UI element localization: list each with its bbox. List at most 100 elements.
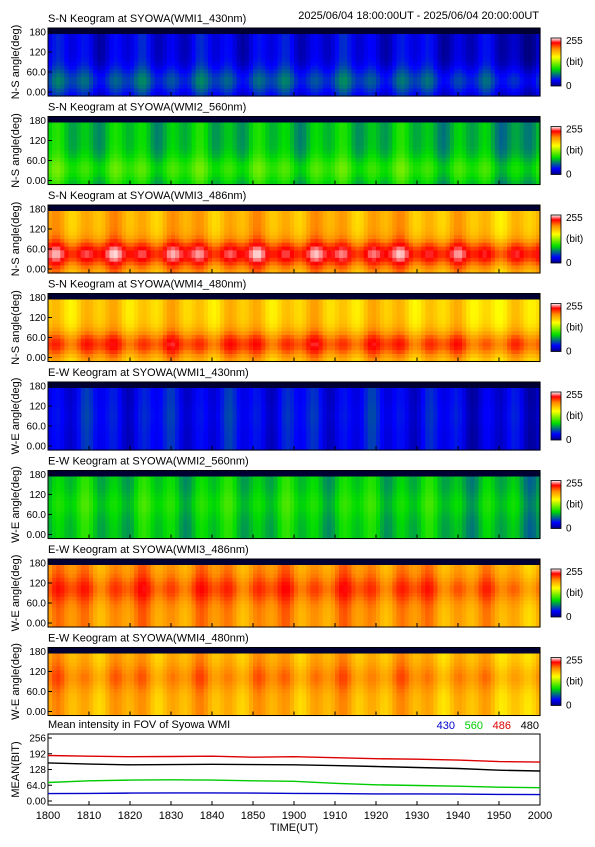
keogram-cell bbox=[425, 70, 430, 74]
keogram-cell bbox=[60, 162, 65, 166]
keogram-cell bbox=[52, 258, 57, 262]
keogram-cell bbox=[228, 124, 233, 128]
keogram-cell bbox=[454, 162, 459, 166]
keogram-cell bbox=[97, 224, 102, 228]
keogram-cell bbox=[237, 166, 242, 170]
keogram-cell bbox=[233, 139, 238, 143]
keogram-cell bbox=[134, 39, 139, 43]
keogram-cell bbox=[60, 73, 65, 77]
keogram-cell bbox=[163, 166, 168, 170]
keogram-cell bbox=[253, 70, 258, 74]
keogram-cell bbox=[319, 158, 324, 162]
keogram-cell bbox=[105, 216, 110, 220]
keogram-cell bbox=[474, 139, 479, 143]
keogram-cell bbox=[479, 169, 484, 173]
keogram-cell bbox=[286, 135, 291, 139]
keogram-cell bbox=[315, 88, 320, 92]
keogram-cell bbox=[257, 51, 262, 55]
keogram-cell bbox=[360, 124, 365, 128]
keogram-cell bbox=[507, 173, 512, 177]
keogram-cell bbox=[179, 43, 184, 47]
keogram-cell bbox=[101, 151, 106, 155]
keogram-cell bbox=[343, 81, 348, 85]
keogram-cell bbox=[347, 143, 352, 147]
keogram-cell bbox=[77, 147, 82, 151]
keogram-cell bbox=[269, 151, 274, 155]
keogram-cell bbox=[73, 135, 78, 139]
keogram-cell bbox=[52, 247, 57, 251]
keogram-cell bbox=[323, 58, 328, 62]
keogram-cell bbox=[171, 224, 176, 228]
keogram-cell bbox=[327, 43, 332, 47]
keogram-cell bbox=[302, 39, 307, 43]
keogram-cell bbox=[110, 39, 115, 43]
keogram-cell bbox=[511, 81, 516, 85]
keogram-panel-2: S-N Keogram at SYOWA(WMI2_560nm)18012060… bbox=[10, 102, 583, 188]
keogram-cell bbox=[278, 43, 283, 47]
keogram-cell bbox=[159, 139, 164, 143]
keogram-cell bbox=[192, 43, 197, 47]
keogram-cell bbox=[159, 39, 164, 43]
keogram-cell bbox=[294, 70, 299, 74]
keogram-cell bbox=[167, 239, 172, 243]
keogram-cell bbox=[495, 143, 500, 147]
keogram-cell bbox=[479, 51, 484, 55]
keogram-cell bbox=[171, 73, 176, 77]
keogram-cell bbox=[118, 154, 123, 158]
keogram-cell bbox=[171, 81, 176, 85]
keogram-cell bbox=[368, 147, 373, 151]
keogram-cell bbox=[339, 43, 344, 47]
keogram-cell bbox=[171, 147, 176, 151]
keogram-cell bbox=[138, 166, 143, 170]
keogram-cell bbox=[466, 66, 471, 70]
keogram-cell bbox=[142, 62, 147, 66]
keogram-cell bbox=[458, 158, 463, 162]
keogram-cell bbox=[208, 158, 213, 162]
keogram-cell bbox=[183, 247, 188, 251]
keogram-cell bbox=[233, 154, 238, 158]
keogram-cell bbox=[134, 88, 139, 92]
keogram-cell bbox=[204, 88, 209, 92]
keogram-cell bbox=[282, 73, 287, 77]
keogram-cell bbox=[302, 36, 307, 40]
keogram-cell bbox=[233, 177, 238, 181]
keogram-cell bbox=[212, 58, 217, 62]
keogram-cell bbox=[528, 169, 533, 173]
keogram-cell bbox=[163, 70, 168, 74]
keogram-cell bbox=[282, 51, 287, 55]
keogram-cell bbox=[372, 154, 377, 158]
keogram-cell bbox=[397, 73, 402, 77]
keogram-cell bbox=[114, 169, 119, 173]
keogram-cell bbox=[384, 154, 389, 158]
keogram-cell bbox=[69, 224, 74, 228]
keogram-cell bbox=[257, 128, 262, 132]
keogram-cell bbox=[208, 147, 213, 151]
keogram-cell bbox=[151, 151, 156, 155]
keogram-cell bbox=[274, 147, 279, 151]
keogram-cell bbox=[356, 66, 361, 70]
keogram-cell bbox=[118, 247, 123, 251]
y-tick-label: 60.0 bbox=[27, 156, 47, 167]
keogram-cell bbox=[298, 158, 303, 162]
keogram-cell bbox=[257, 166, 262, 170]
keogram-cell bbox=[81, 216, 86, 220]
keogram-cell bbox=[73, 58, 78, 62]
keogram-cell bbox=[253, 66, 258, 70]
keogram-cell bbox=[450, 47, 455, 51]
keogram-cell bbox=[384, 77, 389, 81]
keogram-cell bbox=[261, 73, 266, 77]
keogram-cell bbox=[487, 135, 492, 139]
keogram-cell bbox=[339, 169, 344, 173]
keogram-cell bbox=[466, 36, 471, 40]
keogram-cell bbox=[491, 62, 496, 66]
keogram-cell bbox=[503, 85, 508, 89]
keogram-cell bbox=[77, 177, 82, 181]
keogram-cell bbox=[69, 262, 74, 266]
keogram-cell bbox=[130, 70, 135, 74]
keogram-cell bbox=[220, 143, 225, 147]
keogram-cell bbox=[347, 70, 352, 74]
keogram-cell bbox=[269, 158, 274, 162]
keogram-cell bbox=[356, 154, 361, 158]
keogram-cell bbox=[388, 73, 393, 77]
keogram-cell bbox=[77, 262, 82, 266]
